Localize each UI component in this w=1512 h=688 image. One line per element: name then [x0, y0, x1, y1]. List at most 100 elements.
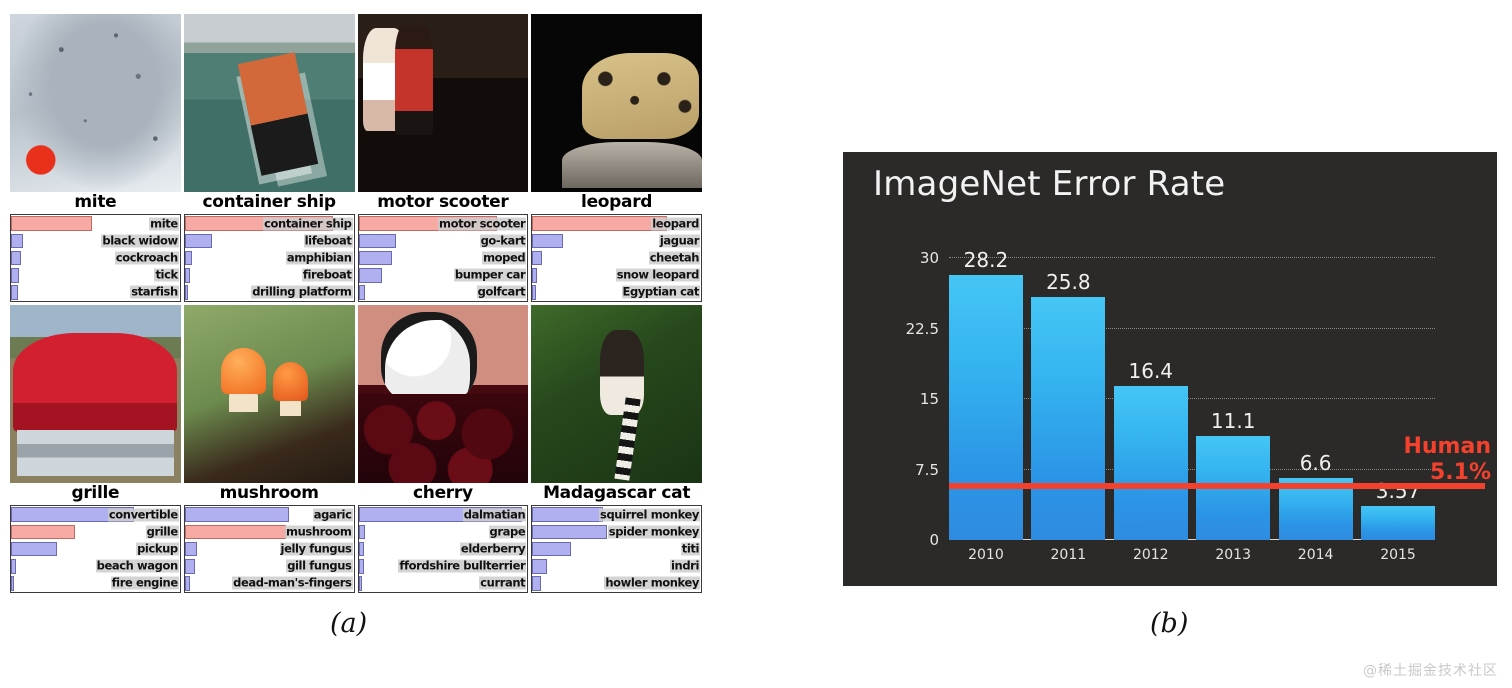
prediction-row: jelly fungus	[184, 540, 354, 557]
prediction-bar	[184, 576, 190, 591]
chart-gridline	[949, 468, 1435, 470]
image-mite	[10, 14, 181, 192]
prediction-bar	[184, 541, 197, 557]
prediction-label: leopard	[651, 216, 700, 231]
chart-y-tick-label: 15	[919, 390, 939, 408]
prediction-bar	[532, 250, 543, 266]
prediction-row: go-kart	[358, 232, 528, 249]
prediction-row: snow leopard	[532, 267, 701, 284]
prediction-label: go-kart	[479, 233, 527, 248]
image-mushroom	[183, 305, 355, 483]
chart-title: ImageNet Error Rate	[873, 164, 1226, 204]
chart-value-label: 11.1	[1210, 408, 1256, 433]
chart-bar-group[interactable]: 3.57 2015	[1361, 258, 1435, 563]
prediction-row: cockroach	[11, 249, 180, 266]
chart-bar[interactable]	[1113, 385, 1188, 540]
chart-value-label: 6.6	[1299, 450, 1332, 475]
chart-x-tick-label: 2013	[1215, 547, 1252, 563]
prediction-chart-madagascar-cat: squirrel monkey spider monkey titi indri…	[531, 505, 702, 593]
chart-bar-group[interactable]: 25.8 2011	[1031, 258, 1106, 563]
prediction-label: convertible	[107, 507, 179, 522]
chart-x-tick-label: 2015	[1380, 547, 1416, 563]
prediction-bar	[532, 558, 548, 574]
prediction-label: mite	[149, 216, 179, 231]
caption-row-2: grille mushroom cherry Madagascar cat	[10, 483, 702, 505]
chart-bar[interactable]	[1031, 297, 1106, 540]
prediction-bar	[11, 576, 15, 591]
prediction-bar	[11, 233, 23, 249]
chart-bar-group[interactable]: 28.2 2010	[949, 248, 1023, 563]
chart-bars: 28.2 2010 25.8 2011 16.4 2012 11.1 2013 6.6 2014 3…	[949, 248, 1435, 563]
chart-bar-group[interactable]: 11.1 2013	[1196, 258, 1271, 563]
prediction-row: spider monkey	[532, 523, 701, 540]
human-baseline-label-line1: Human	[1403, 434, 1491, 460]
prediction-label: grille	[145, 524, 179, 539]
prediction-bar	[358, 558, 364, 574]
photo-row-2	[10, 305, 702, 483]
prediction-bar	[11, 267, 20, 283]
photo-row-1	[10, 14, 702, 192]
prediction-row: ffordshire bullterrier	[358, 558, 528, 575]
prediction-label: currant	[479, 575, 527, 590]
prediction-row: howler monkey	[532, 575, 701, 592]
chart-gridline	[949, 257, 1435, 258]
image-grille	[10, 305, 181, 483]
prediction-row: mite	[11, 215, 180, 232]
chart-bar[interactable]	[949, 274, 1023, 540]
prediction-bar	[184, 267, 190, 283]
prediction-label: fire engine	[110, 575, 179, 590]
prediction-row: elderberry	[358, 540, 528, 557]
prediction-bar	[11, 216, 92, 231]
prediction-bar	[11, 541, 57, 557]
image-caption-cherry: cherry	[412, 483, 473, 503]
image-caption-motor-scooter: motor scooter	[377, 192, 509, 212]
prediction-bar	[184, 524, 286, 540]
subfigure-caption-b: (b)	[1150, 608, 1189, 639]
prediction-label: cheetah	[648, 250, 700, 265]
prediction-row: container ship	[184, 215, 354, 232]
prediction-label: elderberry	[459, 541, 527, 556]
prediction-bar	[358, 285, 366, 300]
prediction-row: grille	[11, 523, 180, 540]
image-caption-madagascar-cat: Madagascar cat	[543, 483, 691, 503]
prediction-label: agaric	[312, 507, 353, 522]
prediction-row: dead-man's-fingers	[184, 575, 354, 592]
prediction-row: starfish	[11, 284, 180, 301]
prediction-row: amphibian	[184, 249, 354, 266]
prediction-row: bumper car	[358, 267, 528, 284]
prediction-row: Egyptian cat	[532, 284, 701, 301]
figure-b-imagenet-error-rate-chart: ImageNet Error Rate 0 7.5 15 22.5 30 28.2 201…	[843, 152, 1497, 586]
image-leopard	[531, 14, 702, 192]
chart-bar-group[interactable]: 16.4 2012	[1113, 258, 1188, 563]
prediction-bar	[184, 233, 212, 249]
prediction-chart-motor-scooter: motor scooter go-kart moped bumper car g…	[357, 214, 529, 302]
prediction-bar	[532, 541, 572, 557]
prediction-row: moped	[358, 249, 528, 266]
prediction-bar	[11, 558, 17, 574]
image-caption-mushroom: mushroom	[219, 483, 319, 503]
prediction-row: golfcart	[358, 284, 528, 301]
prediction-bar	[532, 524, 607, 540]
chart-y-tick-label: 0	[929, 531, 939, 549]
chart-bar[interactable]	[1361, 506, 1435, 540]
prediction-bar	[358, 541, 364, 557]
prediction-row: black widow	[11, 232, 180, 249]
prediction-bar	[532, 576, 541, 591]
prediction-label: tick	[154, 267, 179, 282]
prediction-label: black widow	[101, 233, 179, 248]
prediction-label: Egyptian cat	[621, 284, 700, 299]
chart-value-label: 16.4	[1128, 358, 1174, 383]
prediction-label: amphibian	[285, 250, 353, 265]
prediction-bar	[11, 285, 18, 300]
chart-bar-group[interactable]: 6.6 2014	[1278, 258, 1353, 563]
prediction-label: golfcart	[476, 284, 527, 299]
prediction-bar	[532, 285, 536, 300]
prediction-bar	[532, 233, 563, 249]
chart-gridline	[949, 327, 1435, 329]
prediction-label: dead-man's-fingers	[232, 575, 353, 590]
image-caption-leopard: leopard	[581, 192, 653, 212]
human-baseline-label: Human 5.1%	[1403, 434, 1491, 486]
prediction-row: motor scooter	[358, 215, 528, 232]
chart-x-tick-label: 2010	[968, 547, 1004, 563]
prediction-label: mushroom	[285, 524, 353, 539]
